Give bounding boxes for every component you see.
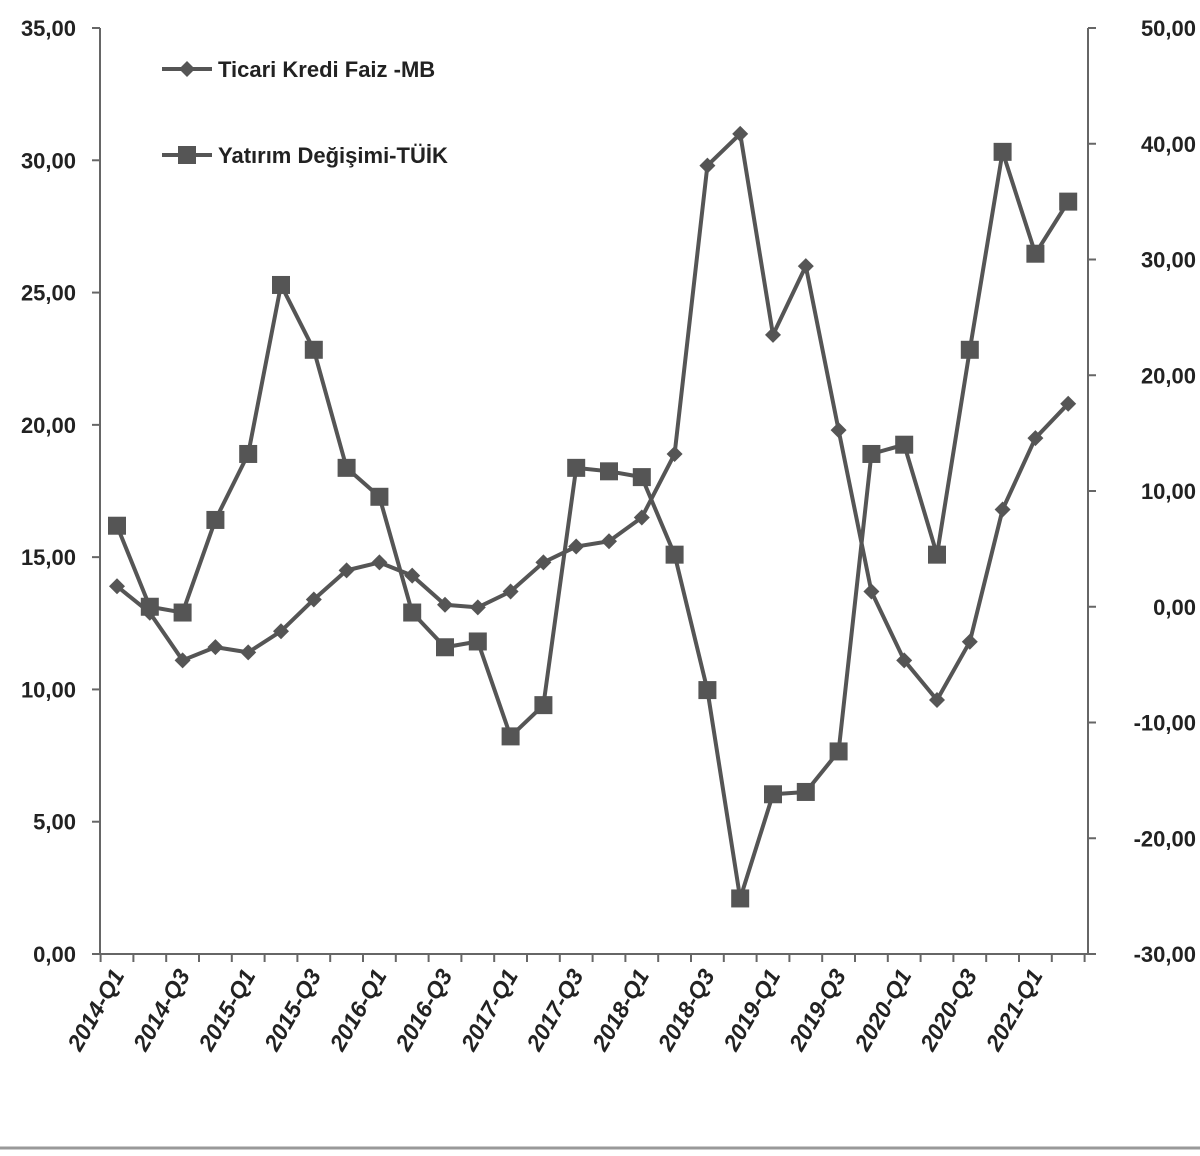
- data-point-square: [272, 275, 290, 294]
- data-point-diamond: [633, 509, 650, 526]
- legend-entry-ticari-kredi[interactable]: Ticari Kredi Faiz -MB: [162, 57, 435, 82]
- series-line-2: [115, 149, 1070, 901]
- data-point-diamond: [863, 583, 880, 600]
- data-point-square: [1059, 192, 1078, 211]
- data-point-square: [960, 340, 979, 359]
- series-1: [109, 125, 1077, 709]
- left-tick-label: 20,00: [21, 413, 76, 438]
- left-tick-label: 30,00: [21, 148, 76, 173]
- data-point-square: [403, 603, 422, 622]
- data-point-square: [108, 516, 126, 535]
- data-point-diamond: [896, 652, 913, 669]
- data-point-diamond: [961, 633, 978, 650]
- data-point-square: [239, 444, 258, 463]
- legend-entry-yatirim[interactable]: Yatırım Değişimi-TÜİK: [162, 143, 448, 168]
- data-point-diamond: [371, 554, 388, 571]
- data-point-square: [304, 340, 323, 359]
- data-point-square: [665, 545, 684, 564]
- data-point-diamond: [666, 445, 683, 462]
- data-point-square: [468, 632, 487, 651]
- data-point-diamond: [109, 578, 125, 595]
- data-point-diamond: [207, 639, 224, 656]
- right-tick-label: 20,00: [1141, 363, 1196, 388]
- data-point-square: [895, 435, 914, 454]
- diamond-marker-icon: [179, 61, 195, 77]
- data-point-square: [993, 142, 1012, 161]
- right-tick-label: -30,00: [1134, 942, 1196, 967]
- data-point-square: [862, 444, 881, 463]
- data-point-diamond: [535, 554, 552, 571]
- data-point-square: [764, 785, 782, 804]
- data-point-square: [698, 681, 717, 700]
- data-point-diamond: [502, 583, 519, 600]
- data-point-square: [370, 487, 389, 506]
- left-axis-ticks: 0,00 5,00 10,00 15,00 20,00 25,00 30,00 35,00: [21, 16, 100, 967]
- series-layer: [108, 125, 1078, 908]
- data-point-diamond: [469, 599, 486, 616]
- data-point-square: [796, 782, 815, 801]
- right-tick-label: 50,00: [1141, 16, 1196, 41]
- data-point-diamond: [305, 591, 322, 608]
- data-point-diamond: [765, 326, 781, 343]
- data-point-diamond: [1027, 430, 1044, 447]
- data-point-diamond: [797, 258, 814, 275]
- right-tick-label: 40,00: [1141, 132, 1196, 157]
- data-point-diamond: [273, 623, 289, 640]
- data-point-diamond: [732, 125, 749, 142]
- data-point-square: [600, 462, 618, 481]
- right-tick-label: 30,00: [1141, 248, 1196, 273]
- data-point-diamond: [174, 652, 191, 669]
- data-point-diamond: [338, 562, 355, 579]
- data-point-square: [173, 603, 192, 622]
- left-tick-label: 15,00: [21, 545, 76, 570]
- data-point-diamond: [437, 596, 453, 613]
- right-tick-label: -10,00: [1134, 711, 1196, 736]
- series-line-1: [115, 131, 1070, 703]
- data-point-square: [731, 889, 750, 908]
- data-point-square: [140, 597, 159, 616]
- data-point-square: [534, 696, 553, 715]
- data-point-square: [501, 727, 520, 746]
- data-point-diamond: [994, 501, 1011, 518]
- left-tick-label: 25,00: [21, 281, 76, 306]
- legend: Ticari Kredi Faiz -MB Yatırım Değişimi-T…: [162, 57, 448, 168]
- left-tick-label: 35,00: [21, 16, 76, 41]
- data-point-diamond: [699, 157, 716, 174]
- data-point-square: [337, 458, 356, 477]
- data-point-square: [567, 458, 586, 477]
- data-point-diamond: [601, 533, 617, 550]
- square-marker-icon: [178, 146, 196, 164]
- left-tick-label: 0,00: [33, 942, 76, 967]
- data-point-square: [1026, 244, 1045, 263]
- right-tick-label: 0,00: [1153, 595, 1196, 620]
- data-point-diamond: [404, 567, 421, 584]
- data-point-square: [206, 510, 225, 529]
- data-point-diamond: [1060, 395, 1077, 412]
- legend-label-ticari-kredi: Ticari Kredi Faiz -MB: [218, 57, 435, 82]
- right-axis-ticks: -30,00 -20,00 -10,00 0,00 10,00 20,00 30,00 40,…: [1088, 16, 1196, 967]
- data-point-diamond: [568, 538, 585, 555]
- data-point-square: [436, 638, 454, 657]
- right-tick-label: -20,00: [1134, 826, 1196, 851]
- data-point-diamond: [830, 422, 847, 439]
- data-point-diamond: [240, 644, 257, 661]
- legend-label-yatirim: Yatırım Değişimi-TÜİK: [218, 143, 448, 168]
- data-point-square: [829, 742, 848, 761]
- left-tick-label: 5,00: [33, 810, 76, 835]
- series-2: [108, 142, 1078, 908]
- data-point-square: [632, 468, 651, 487]
- right-tick-label: 10,00: [1141, 479, 1196, 504]
- left-tick-label: 10,00: [21, 677, 76, 702]
- data-point-square: [928, 545, 946, 564]
- data-point-diamond: [929, 692, 945, 709]
